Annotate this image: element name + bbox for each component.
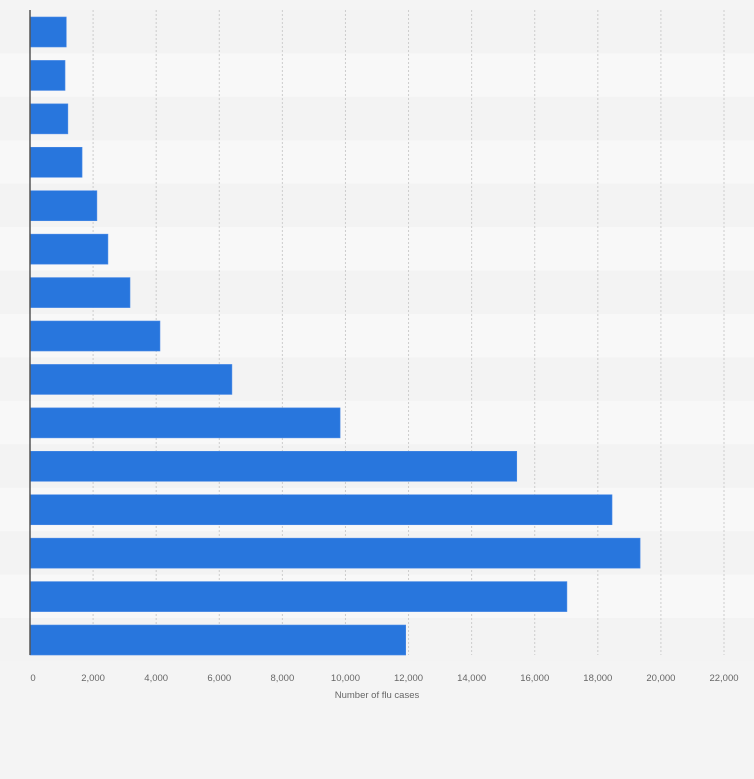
x-tick-label: 20,000 [646,673,675,684]
bar[interactable] [29,233,109,265]
x-tick-label: 18,000 [583,673,612,684]
x-tick-label: 8,000 [270,673,294,684]
bar[interactable] [29,407,341,439]
row-band [0,10,754,54]
x-tick-label: 6,000 [207,673,231,684]
bar[interactable] [29,60,66,91]
row-band [0,140,754,184]
x-tick-label: 14,000 [457,673,486,684]
x-tick-label: 22,000 [709,673,738,684]
bar[interactable] [29,146,83,178]
row-band [0,183,754,228]
bar[interactable] [29,494,613,526]
bar[interactable] [29,320,161,352]
x-tick-label: 10,000 [331,673,360,684]
bar[interactable] [29,537,641,569]
x-tick-label: 16,000 [520,673,549,684]
x-tick-label: 4,000 [144,673,168,684]
row-band [0,53,754,97]
bar[interactable] [29,277,131,308]
bar[interactable] [29,581,568,612]
x-tick-label: 0 [30,673,35,684]
bar[interactable] [29,103,69,135]
x-tick-label: 12,000 [394,673,423,684]
bar[interactable] [29,450,518,482]
row-band [0,96,754,141]
row-band [0,227,754,271]
bar[interactable] [29,364,233,395]
x-axis-label: Number of flu cases [335,690,420,701]
x-tick-label: 2,000 [81,673,105,684]
bar[interactable] [29,624,407,656]
bar[interactable] [29,16,67,48]
bar[interactable] [29,190,98,222]
